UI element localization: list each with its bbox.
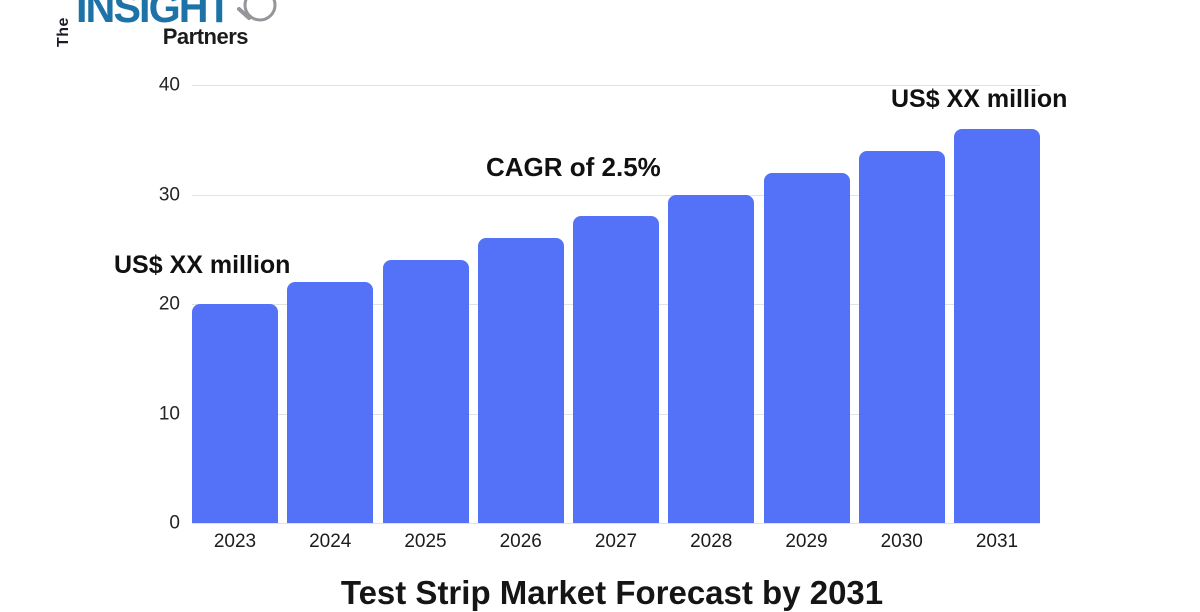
bar-2027	[573, 216, 659, 523]
y-tick-label-0: 0	[169, 512, 180, 534]
x-tick-label-2028: 2028	[690, 531, 733, 552]
bar-2029	[763, 172, 850, 523]
logo-the-text: The	[55, 17, 72, 47]
gridline-y-40	[192, 85, 1040, 86]
y-tick-label-10: 10	[158, 403, 180, 424]
x-tick-label-2025: 2025	[404, 531, 447, 552]
bar-chart-plot-area	[192, 85, 1040, 524]
annotation-start-value: US$ XX million	[114, 251, 291, 279]
bar-2031	[954, 128, 1040, 523]
magnifier-icon	[237, 0, 277, 22]
x-tick-label-2026: 2026	[499, 531, 542, 552]
x-tick-label-2030: 2030	[880, 531, 923, 552]
logo-partners-text: Partners	[162, 24, 249, 49]
chart-title: Test Strip Market Forecast by 2031	[340, 574, 884, 611]
bar-2025	[382, 260, 469, 523]
y-axis-tick-labels: 0 10 20 30 40	[0, 76, 184, 533]
x-tick-label-2031: 2031	[975, 531, 1019, 552]
bar-2026	[477, 238, 564, 523]
annotation-end-value: US$ XX million	[891, 85, 1068, 113]
y-tick-label-30: 30	[158, 184, 180, 205]
bar-2028	[668, 194, 755, 523]
x-tick-label-2023: 2023	[213, 531, 257, 552]
annotation-cagr: CAGR of 2.5%	[486, 152, 661, 182]
logo: The INSIGHT Partners	[0, 0, 300, 60]
x-tick-label-2027: 2027	[594, 531, 638, 552]
x-axis-tick-labels: 2023 2024 2025 2026 2027 2028 2029 2030 2031	[192, 532, 1040, 556]
y-tick-label-20: 20	[158, 293, 180, 315]
logo-insight-text: INSIGHT	[76, 0, 232, 32]
gridline-y-0	[192, 523, 1040, 524]
y-tick-label-40: 40	[158, 74, 180, 96]
gridline-y-30	[192, 194, 1040, 196]
bar-2023	[192, 304, 278, 523]
bar-2024	[287, 282, 374, 523]
x-tick-label-2024: 2024	[309, 531, 352, 552]
bar-2030	[858, 150, 945, 523]
x-tick-label-2029: 2029	[785, 531, 828, 552]
